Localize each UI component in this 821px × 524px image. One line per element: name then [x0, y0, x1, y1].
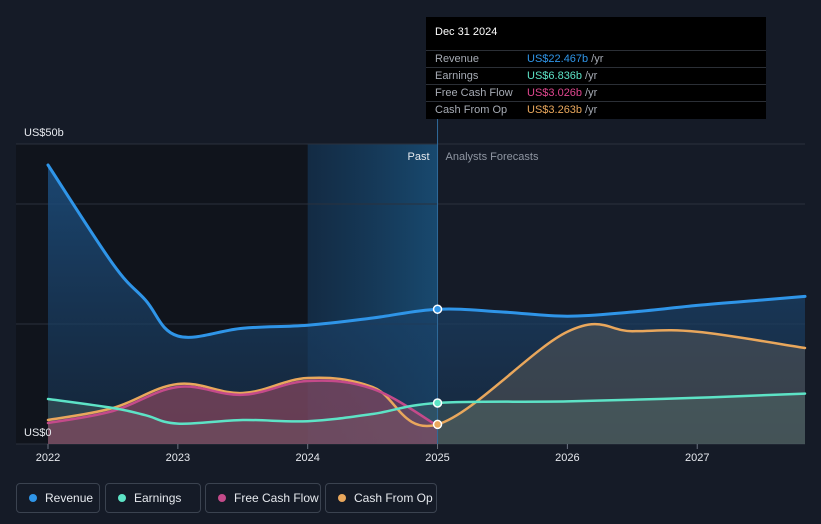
x-tick-label: 2022: [36, 452, 60, 464]
tooltip-name: Cash From Op: [435, 104, 508, 116]
tooltip-row-earnings: Earnings US$6.836b/yr: [426, 67, 766, 85]
legend-dot-icon: [29, 494, 37, 502]
tooltip-row-revenue: Revenue US$22.467b/yr: [426, 50, 766, 68]
legend-label: Free Cash Flow: [234, 491, 319, 505]
x-tick-label: 2024: [295, 452, 319, 464]
cash-from-op-marker: [432, 419, 443, 430]
revenue-line: [46, 163, 807, 339]
hover-markers: [432, 304, 443, 430]
x-tick-label: 2023: [166, 452, 190, 464]
cash-from-op-area: [48, 324, 805, 444]
tooltip-row-free-cash-flow: Free Cash Flow US$3.026b/yr: [426, 84, 766, 102]
tooltip-row-cash-from-op: Cash From Op US$3.263b/yr: [426, 101, 766, 119]
revenue-area: [48, 165, 805, 444]
earnings-line: [46, 392, 807, 425]
tooltip-name: Earnings: [435, 70, 479, 82]
legend-dot-icon: [118, 494, 126, 502]
free-cash-flow-line: [46, 379, 439, 428]
legend-item-earnings[interactable]: Earnings: [105, 483, 201, 513]
legend-dot-icon: [218, 494, 226, 502]
series-lines: [46, 163, 807, 428]
tooltip-value: US$3.263b/yr: [527, 104, 598, 116]
past-label: Past: [408, 151, 430, 163]
legend-item-cash-from-op[interactable]: Cash From Op: [325, 483, 437, 513]
tooltip-date: Dec 31 2024: [435, 26, 498, 38]
legend-label: Earnings: [134, 491, 182, 505]
tooltip-value: US$22.467b/yr: [527, 53, 604, 65]
legend-label: Cash From Op: [354, 491, 433, 505]
revenue-marker: [432, 304, 443, 314]
x-tick-label: 2026: [555, 452, 579, 464]
series-areas: [48, 165, 805, 444]
tooltip: Dec 31 2024 Revenue US$22.467b/yr Earnin…: [426, 17, 766, 119]
legend-item-free-cash-flow[interactable]: Free Cash Flow: [205, 483, 321, 513]
x-axis-ticks: 2022 2023 2024 2025 2026 2027: [36, 444, 709, 464]
tooltip-value: US$6.836b/yr: [527, 70, 598, 82]
x-tick-label: 2027: [685, 452, 709, 464]
forecast-label: Analysts Forecasts: [446, 151, 539, 163]
x-tick-label: 2025: [425, 452, 449, 464]
cash-from-op-line: [46, 322, 807, 428]
legend-item-revenue[interactable]: Revenue: [16, 483, 100, 513]
legend-dot-icon: [338, 494, 346, 502]
free-cash-flow-area: [48, 380, 438, 444]
tooltip-name: Free Cash Flow: [435, 87, 513, 99]
y-axis-top-label: US$50b: [24, 127, 64, 139]
legend-label: Revenue: [45, 491, 94, 505]
y-axis-bottom-label: US$0: [24, 427, 52, 439]
tooltip-value: US$3.026b/yr: [527, 87, 598, 99]
tooltip-name: Revenue: [435, 53, 480, 65]
earnings-marker: [432, 398, 443, 408]
